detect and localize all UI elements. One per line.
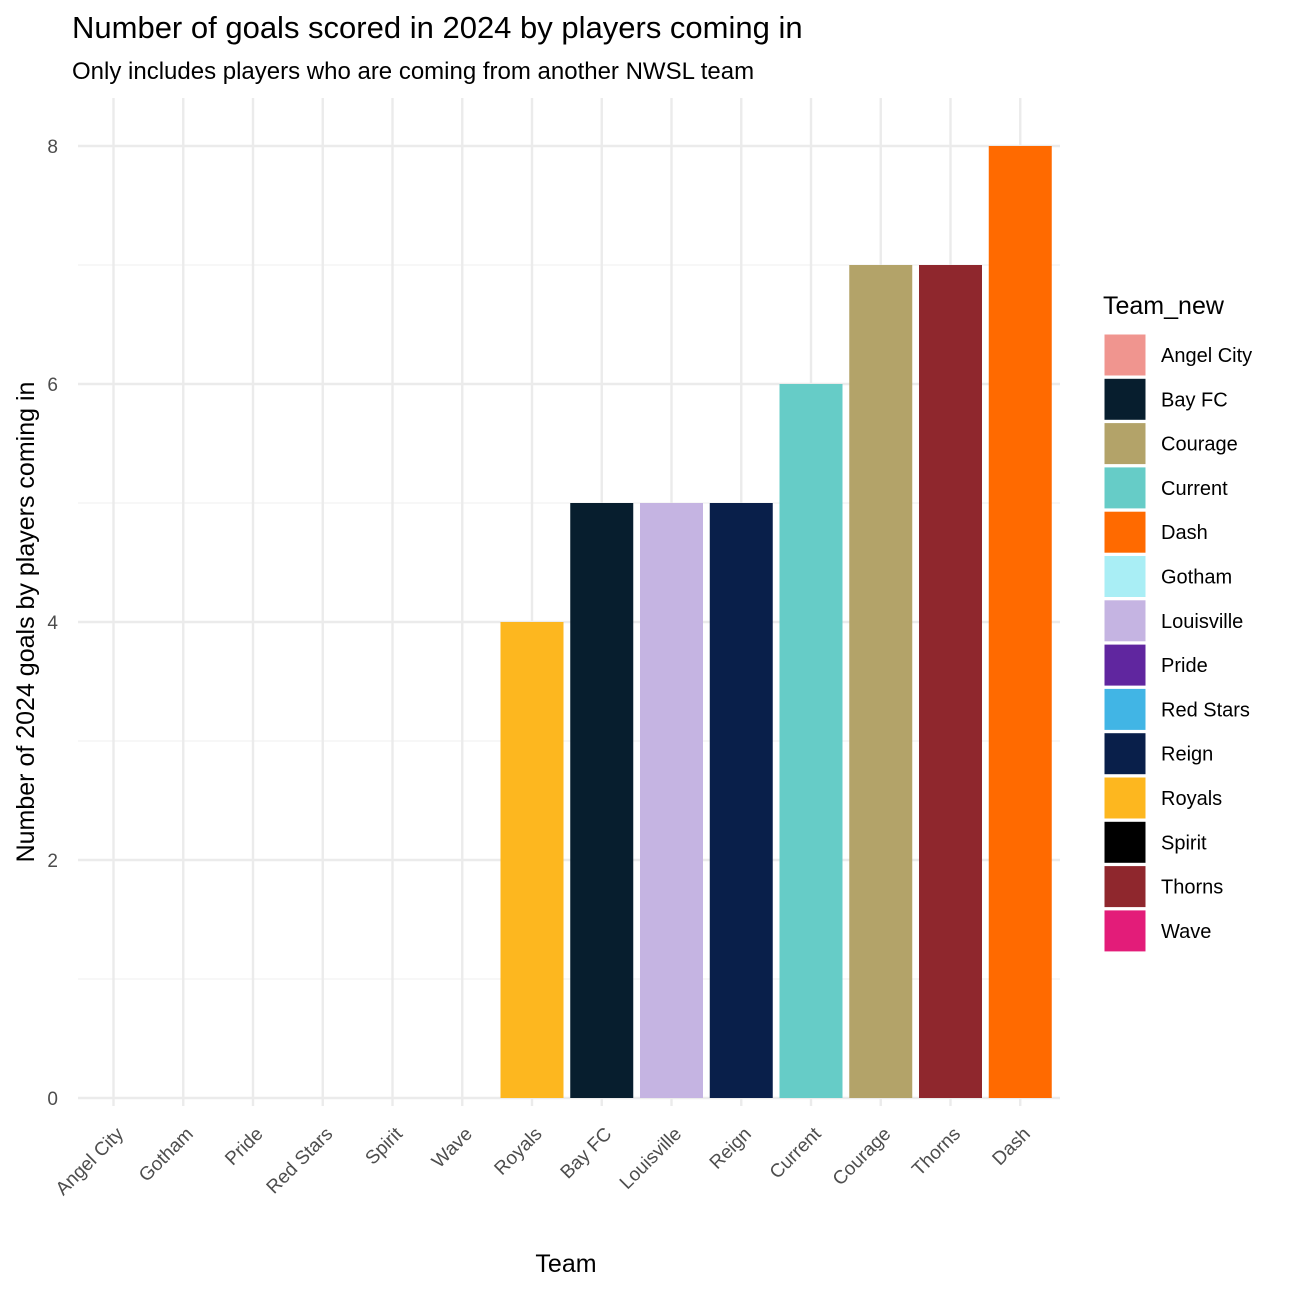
y-axis-ticks: 0 2 4 6 8: [47, 137, 58, 1110]
y-tick-label: 8: [47, 137, 58, 158]
legend-key-current: [1103, 466, 1147, 510]
legend-key-spirit: [1103, 820, 1147, 864]
legend-label: Bay FC: [1161, 389, 1228, 411]
legend-key-courage: [1103, 422, 1147, 466]
x-tick-label: Dash: [989, 1124, 1035, 1170]
legend-label: Reign: [1161, 744, 1213, 766]
legend-key-louisville: [1103, 599, 1147, 643]
y-tick-label: 6: [47, 375, 58, 396]
legend-label: Wave: [1161, 921, 1211, 943]
y-axis-title: Number of 2024 goals by players coming i…: [12, 382, 40, 863]
x-tick-label: Gotham: [135, 1124, 198, 1187]
legend-label: Gotham: [1161, 567, 1232, 589]
bar-thorns: [919, 265, 982, 1098]
chart-subtitle: Only includes players who are coming fro…: [72, 58, 754, 85]
legend-key-dash: [1103, 510, 1147, 554]
legend-key-royals: [1103, 776, 1147, 820]
bar-louisville: [640, 503, 703, 1098]
legend-key-wave: [1103, 909, 1147, 953]
legend-label: Royals: [1161, 788, 1222, 810]
legend-key-bay-fc: [1103, 377, 1147, 421]
legend-key-angel-city: [1103, 333, 1147, 377]
x-tick-label: Red Stars: [263, 1124, 338, 1199]
x-tick-label: Royals: [491, 1124, 547, 1180]
x-tick-label: Pride: [221, 1124, 267, 1170]
grid-lines: [78, 98, 1060, 1106]
legend-key-reign: [1103, 732, 1147, 776]
legend-label: Dash: [1161, 522, 1208, 544]
y-tick-label: 0: [47, 1089, 58, 1110]
x-tick-label: Spirit: [362, 1123, 408, 1169]
x-tick-label: Courage: [829, 1124, 895, 1190]
bar-bay-fc: [570, 503, 634, 1098]
bar-current: [779, 384, 843, 1098]
x-tick-label: Bay FC: [557, 1124, 617, 1184]
legend-label: Louisville: [1161, 611, 1243, 633]
legend: Team_new Angel City Bay FC Courage Current D…: [1103, 292, 1252, 953]
legend-label: Red Stars: [1161, 699, 1250, 721]
legend-label: Current: [1161, 478, 1228, 500]
x-tick-label: Louisville: [616, 1124, 686, 1194]
legend-title: Team_new: [1103, 292, 1225, 320]
x-tick-label: Wave: [428, 1124, 477, 1173]
legend-key-red-stars: [1103, 687, 1147, 731]
legend-label: Angel City: [1161, 345, 1252, 367]
x-tick-label: Thorns: [908, 1124, 965, 1181]
x-tick-label: Reign: [706, 1124, 756, 1174]
legend-key-gotham: [1103, 555, 1147, 598]
x-tick-label: Current: [766, 1123, 826, 1183]
legend-label: Pride: [1161, 655, 1208, 677]
legend-label: Courage: [1161, 434, 1238, 456]
legend-label: Spirit: [1161, 832, 1207, 854]
y-tick-label: 2: [47, 851, 58, 872]
legend-label: Thorns: [1161, 877, 1223, 899]
legend-key-pride: [1103, 643, 1147, 687]
x-axis-title: Team: [535, 1250, 596, 1278]
chart-title: Number of goals scored in 2024 by player…: [72, 10, 803, 45]
x-tick-label: Angel City: [52, 1123, 128, 1199]
bar-royals: [500, 622, 564, 1098]
bar-reign: [709, 503, 773, 1098]
bar-dash: [988, 146, 1052, 1098]
legend-key-thorns: [1103, 865, 1147, 909]
bar-courage: [849, 265, 913, 1098]
y-tick-label: 4: [47, 613, 58, 634]
bars: [500, 146, 1052, 1098]
